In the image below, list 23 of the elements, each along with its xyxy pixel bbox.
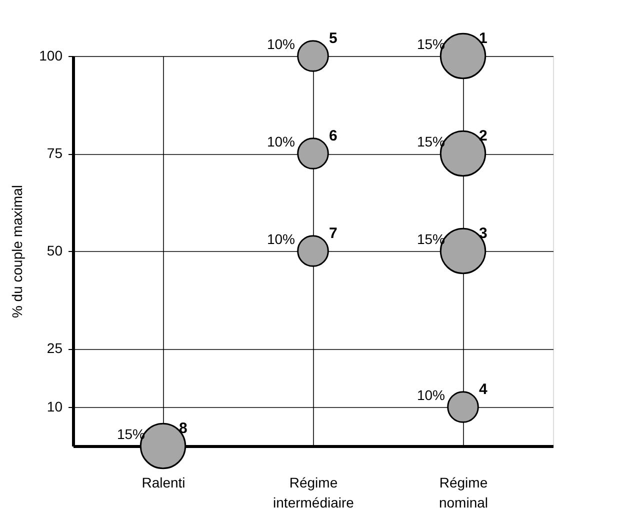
annotation: 6 <box>329 128 338 144</box>
annotation: 10% <box>266 134 295 150</box>
y-tick-label: 10 <box>46 398 63 414</box>
annotation: 15% <box>416 231 445 247</box>
annotation: 8 <box>179 420 188 437</box>
x-tick-label: Régime intermédiaire <box>273 474 354 510</box>
y-tick-label: 50 <box>46 242 63 258</box>
annotation: 10% <box>266 231 295 247</box>
annotation: 15% <box>116 426 145 442</box>
x-tick-label: Ralenti <box>142 474 186 490</box>
annotation: 3 <box>479 225 488 242</box>
y-axis-title: % du couple maximal <box>9 184 26 318</box>
x-tick-label: Régime nominal <box>438 474 488 510</box>
annotation: 4 <box>479 381 488 398</box>
text: 5 <box>329 30 338 47</box>
text: 10% <box>266 36 295 52</box>
annotation: 15% <box>416 134 445 150</box>
annotation: 7 <box>329 225 338 242</box>
text: 15% <box>416 36 445 52</box>
y-tick-label: 25 <box>46 340 63 356</box>
annotation: 10% <box>416 387 445 403</box>
y-tick-label: 100 <box>39 48 63 64</box>
y-tick-label: 75 <box>46 145 63 161</box>
